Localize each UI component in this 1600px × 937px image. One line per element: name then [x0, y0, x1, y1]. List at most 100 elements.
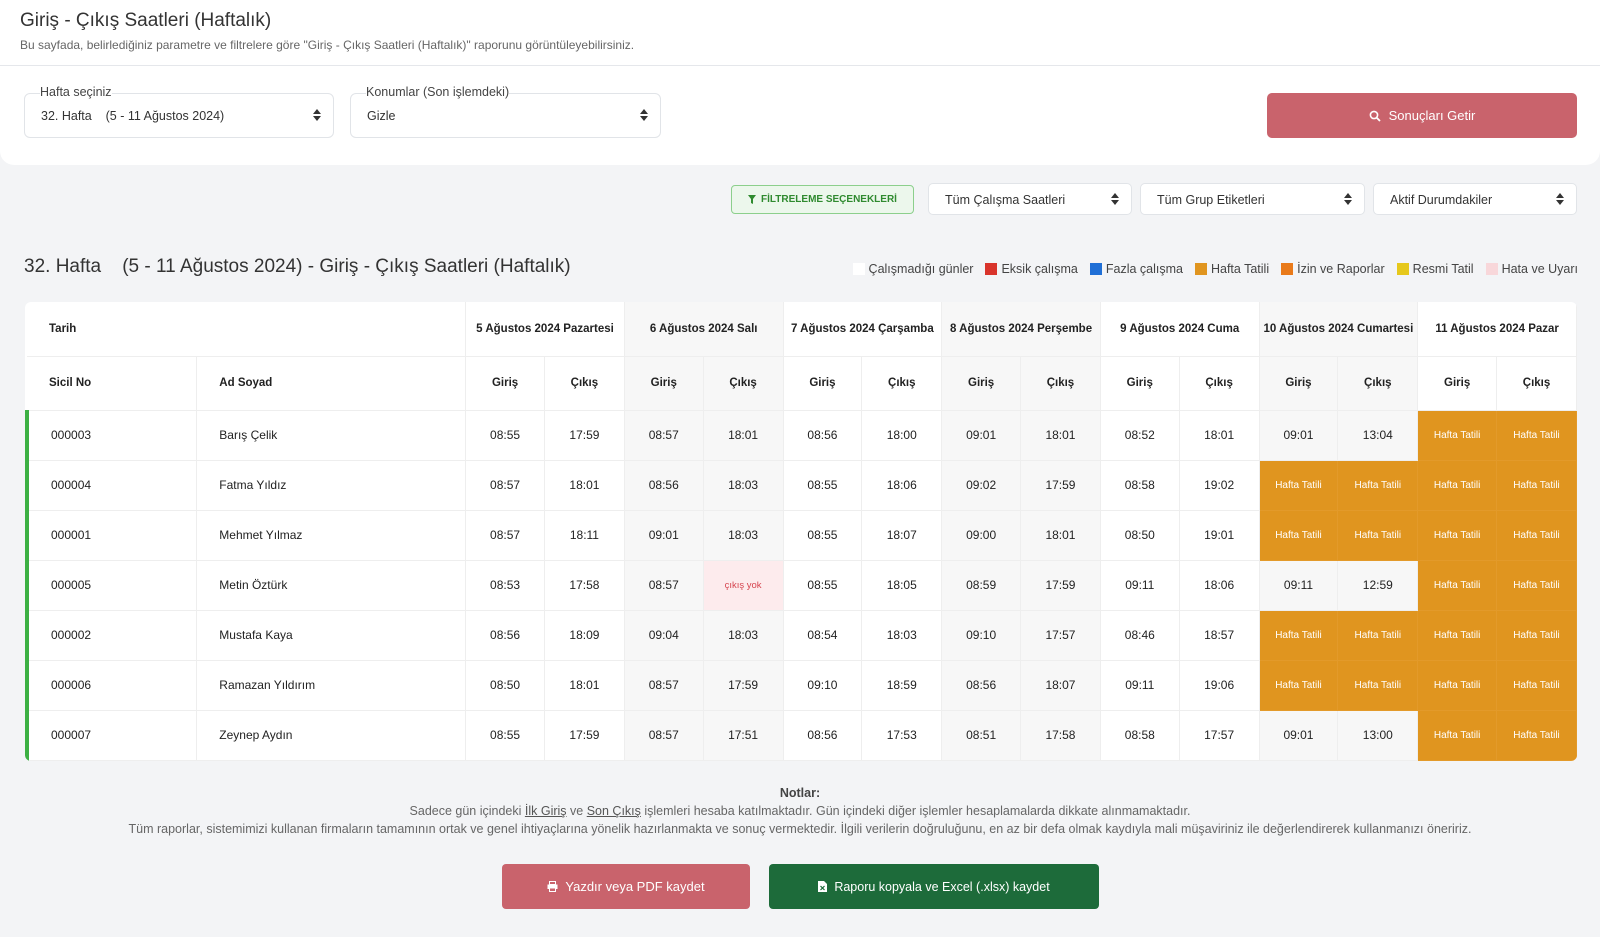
table-row[interactable]: 000001 Mehmet Yılmaz 08:57 18:11 09:01 18:03 0… — [25, 510, 1577, 561]
table-row[interactable]: 000002 Mustafa Kaya 08:56 18:09 09:04 18:03 08… — [25, 610, 1577, 661]
entry-time-cell: Hafta Tatili — [1417, 610, 1498, 661]
exit-time-cell: 18:01 — [544, 460, 625, 511]
exit-header: Çıkış — [1337, 356, 1419, 411]
exit-time-cell: 18:01 — [1020, 410, 1101, 461]
employee-id: 000005 — [25, 560, 198, 611]
week-select[interactable]: Hafta seçiniz 32. Hafta (5 - 11 Ağustos … — [24, 85, 334, 138]
entry-time-cell: Hafta Tatili — [1259, 610, 1339, 661]
entry-header: Giriş — [941, 356, 1022, 411]
entry-time-cell: Hafta Tatili — [1417, 460, 1498, 511]
week-select-value: 32. Hafta (5 - 11 Ağustos 2024) — [41, 109, 225, 123]
exit-time-cell: 18:05 — [861, 560, 943, 611]
employee-name: Barış Çelik — [196, 410, 467, 461]
exit-time-cell: 13:00 — [1337, 710, 1419, 761]
entry-time-cell: 08:53 — [465, 560, 545, 611]
locations-select-value: Gizle — [367, 109, 396, 123]
printer-icon — [547, 881, 558, 892]
employee-id: 000001 — [25, 510, 198, 561]
legend-label: Çalışmadığı günler — [868, 262, 974, 276]
entry-time-cell: 08:56 — [941, 660, 1022, 711]
legend-item: Fazla çalışma — [1089, 262, 1183, 276]
exit-time-cell: Hafta Tatili — [1496, 510, 1577, 561]
exit-time-cell: 17:57 — [1020, 610, 1101, 661]
page-subtitle: Bu sayfada, belirlediğiniz parametre ve … — [20, 38, 635, 52]
exit-time-cell: 17:59 — [1020, 560, 1101, 611]
entry-time-cell: 08:56 — [783, 710, 863, 761]
exit-time-cell: 18:11 — [544, 510, 625, 561]
exit-time-cell: 18:06 — [1179, 560, 1260, 611]
select-arrows-icon — [1111, 192, 1119, 206]
page-title: Giriş - Çıkış Saatleri (Haftalık) — [20, 10, 272, 31]
entry-time-cell: 08:57 — [624, 410, 704, 461]
notes-first-entry: İlk Giriş — [524, 804, 567, 818]
exit-time-cell: 18:01 — [1179, 410, 1260, 461]
entry-time-cell: 08:55 — [465, 710, 545, 761]
exit-time-cell: Hafta Tatili — [1496, 710, 1577, 761]
entry-time-cell: Hafta Tatili — [1417, 510, 1498, 561]
exit-header: Çıkış — [1020, 356, 1101, 411]
legend-item: Eksik çalışma — [985, 262, 1078, 276]
table-row[interactable]: 000006 Ramazan Yıldırım 08:50 18:01 08:57 17:… — [25, 660, 1577, 711]
table-row[interactable]: 000003 Barış Çelik 08:55 17:59 08:57 18:01 08:… — [25, 410, 1577, 461]
entry-header: Giriş — [465, 356, 545, 411]
day-header: 9 Ağustos 2024 Cuma — [1100, 302, 1260, 357]
entry-time-cell: Hafta Tatili — [1417, 710, 1498, 761]
employee-id: 000006 — [25, 660, 198, 711]
notes-last-exit: Son Çıkış — [586, 804, 641, 818]
exit-time-cell: 18:01 — [1020, 510, 1101, 561]
get-results-label: Sonuçları Getir — [1388, 108, 1476, 123]
status-value: Aktif Durumdakiler — [1390, 193, 1493, 207]
work-hours-value: Tüm Çalışma Saatleri — [945, 193, 1066, 207]
notes-text: ve — [566, 804, 587, 818]
table-row[interactable]: 000004 Fatma Yıldız 08:57 18:01 08:56 18:03 08… — [25, 460, 1577, 511]
employee-name: Fatma Yıldız — [196, 460, 467, 511]
exit-time-cell: 17:58 — [1020, 710, 1101, 761]
legend-swatch — [1089, 263, 1102, 275]
entry-time-cell: 08:56 — [465, 610, 545, 661]
entry-time-cell: 08:50 — [465, 660, 545, 711]
entry-time-cell: 08:55 — [465, 410, 545, 461]
entry-time-cell: 08:56 — [624, 460, 704, 511]
entry-time-cell: 08:50 — [1100, 510, 1180, 561]
legend: Çalışmadığı günler Eksik çalışma Fazla çal… — [852, 262, 1578, 276]
exit-time-cell: 17:53 — [861, 710, 943, 761]
legend-label: Eksik çalışma — [1001, 262, 1078, 276]
day-header: 11 Ağustos 2024 Pazar — [1417, 302, 1577, 357]
legend-swatch — [1396, 263, 1409, 275]
entry-time-cell: 09:10 — [941, 610, 1022, 661]
entry-time-cell: 08:58 — [1100, 710, 1180, 761]
exit-time-cell: Hafta Tatili — [1496, 660, 1577, 711]
employee-name: Mehmet Yılmaz — [196, 510, 467, 561]
exit-time-cell: Hafta Tatili — [1496, 560, 1577, 611]
table-row[interactable]: 000005 Metin Öztürk 08:53 17:58 08:57 çıkış y… — [25, 560, 1577, 611]
exit-header: Çıkış — [1496, 356, 1577, 411]
excel-export-button[interactable]: Raporu kopyala ve Excel (.xlsx) kaydet — [769, 864, 1099, 909]
id-header: Sicil No — [27, 356, 198, 411]
employee-name: Mustafa Kaya — [196, 610, 467, 661]
notes-line-2: Tüm raporlar, sistemimizi kullanan firma… — [128, 822, 1472, 836]
print-pdf-button[interactable]: Yazdır veya PDF kaydet — [502, 864, 750, 909]
exit-header: Çıkış — [544, 356, 625, 411]
work-hours-select[interactable]: Tüm Çalışma Saatleri — [928, 183, 1132, 215]
exit-time-cell: 19:01 — [1179, 510, 1260, 561]
locations-select[interactable]: Konumlar (Son işlemdeki) Gizle — [350, 85, 661, 138]
entry-time-cell: 08:58 — [1100, 460, 1180, 511]
day-header: 5 Ağustos 2024 Pazartesi — [465, 302, 625, 357]
table-row[interactable]: 000007 Zeynep Aydın 08:55 17:59 08:57 17:51 08… — [25, 710, 1577, 761]
exit-time-cell: 18:03 — [861, 610, 943, 661]
exit-time-cell: 12:59 — [1337, 560, 1419, 611]
exit-time-cell: 18:01 — [544, 660, 625, 711]
locations-select-label: Konumlar (Son işlemdeki) — [366, 85, 510, 99]
exit-time-cell: 18:03 — [703, 510, 784, 561]
exit-header: Çıkış — [703, 356, 784, 411]
group-tags-value: Tüm Grup Etiketleri — [1157, 193, 1265, 207]
select-arrows-icon — [1344, 192, 1352, 206]
filter-options-button[interactable]: FİLTRELEME SEÇENEKLERİ — [731, 185, 914, 214]
group-tags-select[interactable]: Tüm Grup Etiketleri — [1140, 183, 1365, 215]
status-select[interactable]: Aktif Durumdakiler — [1373, 183, 1577, 215]
exit-time-cell: 18:07 — [1020, 660, 1101, 711]
get-results-button[interactable]: Sonuçları Getir — [1267, 93, 1577, 138]
legend-swatch — [1194, 263, 1207, 275]
entry-time-cell: 09:11 — [1259, 560, 1339, 611]
filter-options-label: FİLTRELEME SEÇENEKLERİ — [761, 194, 897, 205]
